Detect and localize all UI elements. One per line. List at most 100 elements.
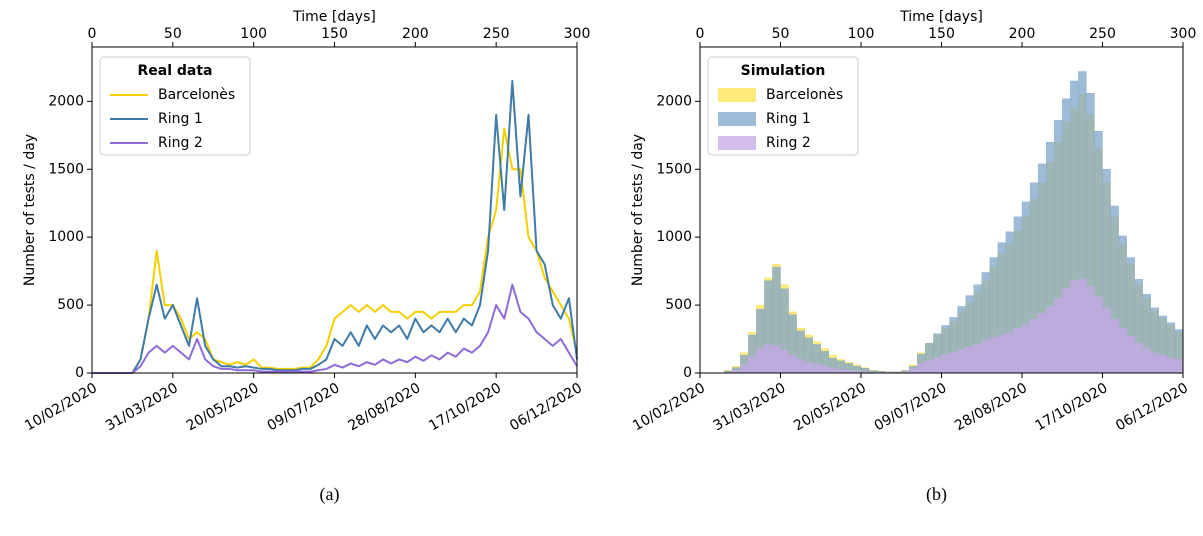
y-axis-title: Number of tests / day [22, 134, 38, 286]
hist-bar [1094, 296, 1103, 374]
x2-tick-label: 100 [848, 26, 875, 42]
hist-bar [1102, 307, 1111, 374]
hist-bar [925, 360, 934, 374]
hist-bar [933, 357, 942, 374]
hist-bar [1126, 336, 1135, 374]
legend-label: Ring 2 [766, 135, 811, 151]
hist-bar [836, 369, 846, 374]
legend-box [707, 56, 859, 156]
legend-label: Ring 1 [766, 111, 811, 127]
legend-swatch [718, 112, 756, 126]
hist-bar [1110, 318, 1119, 374]
x-tick-label: 09/07/2020 [872, 380, 950, 434]
hist-bar [909, 368, 918, 374]
legend-label: Barcelonès [158, 87, 235, 103]
x-tick-label: 17/10/2020 [426, 380, 504, 434]
hist-bar [1150, 352, 1160, 374]
hist-bar [828, 368, 837, 374]
x2-tick-label: 300 [1170, 26, 1197, 42]
hist-bar [973, 344, 982, 374]
hist-bar [1142, 348, 1151, 374]
hist-bar [1005, 332, 1015, 374]
x-tick-label: 28/08/2020 [952, 380, 1030, 434]
hist-bar [780, 349, 789, 374]
hist-bar [1086, 285, 1095, 374]
hist-bar [764, 344, 773, 374]
legend-label: Barcelonès [766, 87, 843, 103]
hist-bar [941, 355, 950, 374]
x-tick-label: 10/02/2020 [630, 380, 708, 434]
x-tick-label: 31/03/2020 [103, 380, 181, 434]
legend-box [99, 56, 251, 156]
y-tick-label: 2000 [48, 93, 84, 109]
hist-bar [772, 345, 781, 374]
hist-bar [740, 364, 749, 374]
hist-bar [1021, 323, 1031, 374]
x2-tick-label: 100 [240, 26, 267, 42]
x2-tick-label: 50 [772, 26, 790, 42]
y-tick-label: 500 [665, 297, 692, 313]
hist-bar [1013, 328, 1023, 374]
y-tick-label: 500 [57, 297, 84, 313]
hist-bar [1166, 357, 1176, 374]
caption: (b) [926, 484, 947, 505]
x-tick-label: 20/05/2020 [791, 380, 869, 434]
x-tick-label: 06/12/2020 [507, 380, 585, 434]
hist-bar [1054, 298, 1063, 374]
x2-tick-label: 0 [88, 26, 97, 42]
data-line [92, 283, 578, 374]
x-tick-label: 17/10/2020 [1033, 380, 1111, 434]
x-tick-label: 06/12/2020 [1113, 380, 1191, 434]
x2-tick-label: 150 [928, 26, 955, 42]
x-axis-title: Time [days] [899, 9, 983, 25]
y-tick-label: 1000 [656, 229, 692, 245]
data-line [92, 79, 578, 374]
x-tick-label: 31/03/2020 [711, 380, 789, 434]
x-tick-label: 10/02/2020 [22, 380, 100, 434]
hist-bar [1158, 355, 1168, 374]
x2-tick-label: 300 [564, 26, 591, 42]
x-tick-label: 09/07/2020 [265, 380, 343, 434]
x-axis-title: Time [days] [292, 9, 376, 25]
x2-tick-label: 50 [164, 26, 182, 42]
y-tick-label: 0 [75, 365, 84, 381]
hist-bar [981, 340, 990, 374]
hist-bar [1134, 342, 1143, 374]
hist-bar [1062, 288, 1071, 374]
hist-bar [957, 349, 966, 374]
y-tick-label: 1500 [656, 161, 692, 177]
caption: (a) [320, 484, 340, 505]
y-tick-label: 1500 [48, 161, 84, 177]
x2-tick-label: 250 [1089, 26, 1116, 42]
hist-bar [917, 363, 926, 374]
hist-bar [949, 352, 958, 374]
hist-bar [812, 364, 821, 374]
y-tick-label: 0 [683, 365, 692, 381]
y-tick-label: 2000 [656, 93, 692, 109]
hist-bar [1174, 359, 1184, 374]
hist-bar [820, 366, 829, 374]
legend-title: Real data [137, 63, 212, 79]
hist-bar [756, 348, 765, 374]
hist-bar [748, 356, 757, 374]
y-axis-title: Number of tests / day [630, 134, 646, 286]
legend-swatch [718, 88, 756, 102]
hist-bar [804, 361, 813, 374]
hist-bar [1118, 328, 1127, 374]
panel [724, 71, 1184, 374]
legend-title: Simulation [741, 63, 826, 79]
hist-bar [1046, 306, 1055, 374]
hist-bar [1029, 318, 1039, 374]
legend-label: Ring 2 [158, 135, 203, 151]
x2-tick-label: 250 [483, 26, 510, 42]
hist-bar [1037, 313, 1047, 374]
hist-bar [1070, 280, 1079, 374]
hist-bar [788, 355, 797, 374]
x2-tick-label: 200 [402, 26, 429, 42]
x-tick-label: 20/05/2020 [184, 380, 262, 434]
legend-swatch [718, 136, 756, 150]
x-tick-label: 28/08/2020 [345, 380, 423, 434]
hist-bar [965, 347, 974, 374]
hist-bar [997, 334, 1007, 374]
